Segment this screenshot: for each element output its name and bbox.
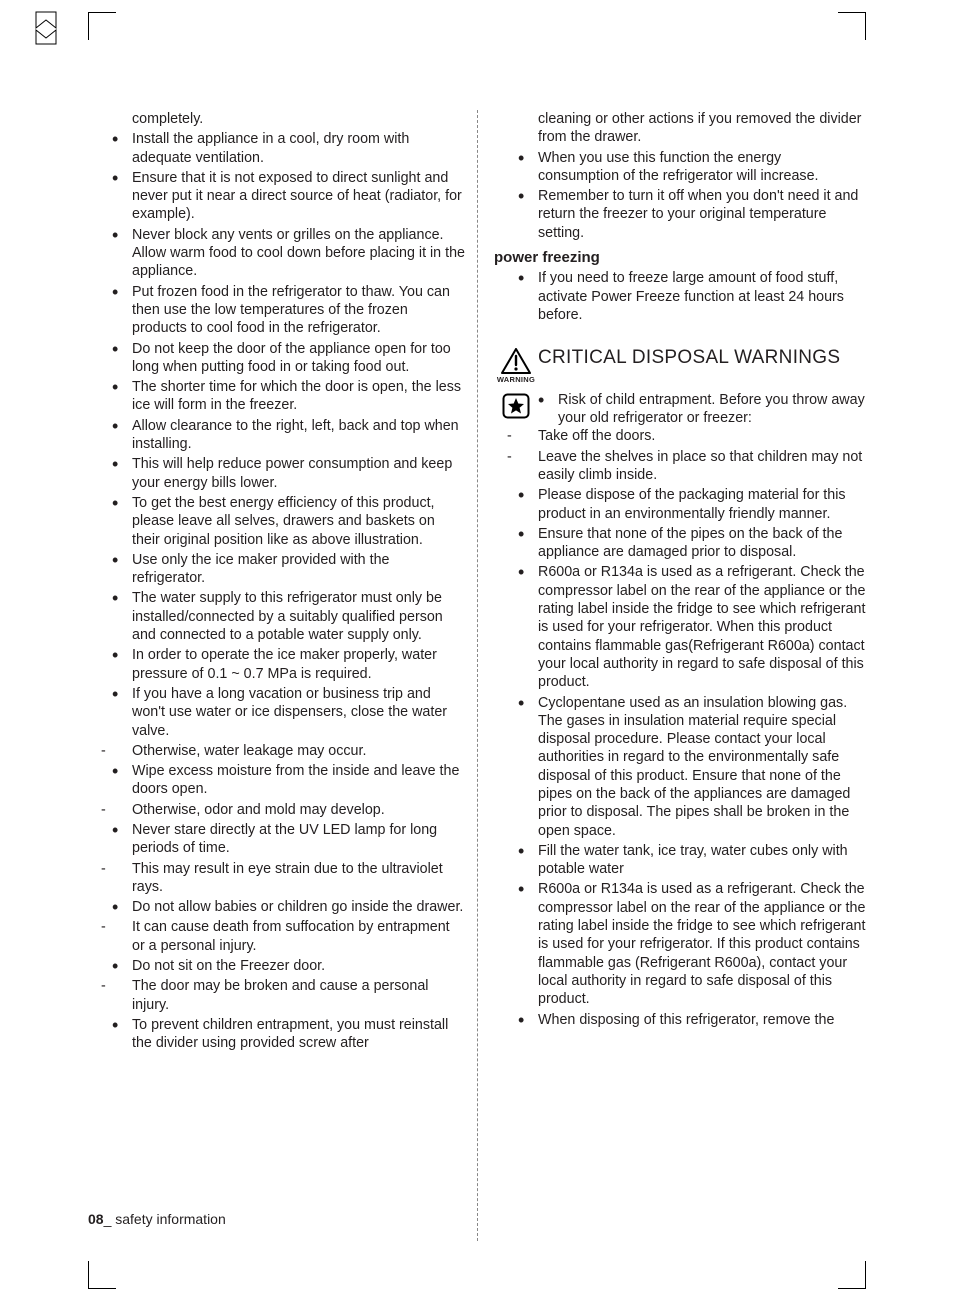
list-item: Fill the water tank, ice tray, water cub…: [494, 842, 866, 879]
list-item: To get the best energy efficiency of thi…: [88, 494, 465, 549]
list-item: This may result in eye strain due to the…: [88, 860, 465, 897]
icon-bullet-row: Risk of child entrapment. Before you thr…: [494, 391, 866, 428]
list-item: Never block any vents or grilles on the …: [88, 226, 465, 281]
page-content: completely. Install the appliance in a c…: [88, 110, 866, 1241]
list-item: Do not keep the door of the appliance op…: [88, 340, 465, 377]
footer-text: _ safety information: [104, 1211, 226, 1227]
list-item: Allow clearance to the right, left, back…: [88, 417, 465, 454]
subheading: power freezing: [494, 248, 866, 267]
bullet-list: Do not sit on the Freezer door.: [88, 957, 465, 975]
list-item: Leave the shelves in place so that child…: [494, 448, 866, 485]
warning-label: WARNING: [494, 375, 538, 385]
list-item: Risk of child entrapment. Before you thr…: [538, 391, 866, 428]
list-item: R600a or R134a is used as a refrigerant.…: [494, 880, 866, 1008]
list-item: R600a or R134a is used as a refrigerant.…: [494, 563, 866, 691]
list-item: Put frozen food in the refrigerator to t…: [88, 283, 465, 338]
list-item: If you have a long vacation or business …: [88, 685, 465, 740]
list-item: The door may be broken and cause a perso…: [88, 977, 465, 1014]
bullet-list: To prevent children entrapment, you must…: [88, 1016, 465, 1053]
bullet-list: When you use this function the energy co…: [494, 149, 866, 242]
bullet-list: If you need to freeze large amount of fo…: [494, 269, 866, 324]
list-item: When you use this function the energy co…: [494, 149, 866, 186]
list-item: Ensure that none of the pipes on the bac…: [494, 525, 866, 562]
list-item: It can cause death from suffocation by e…: [88, 918, 465, 955]
list-item: Wipe excess moisture from the inside and…: [88, 762, 465, 799]
list-item: Install the appliance in a cool, dry roo…: [88, 130, 465, 167]
left-column: completely. Install the appliance in a c…: [88, 110, 477, 1241]
list-item: Do not allow babies or children go insid…: [88, 898, 465, 916]
bullet-list: Wipe excess moisture from the inside and…: [88, 762, 465, 799]
crop-mark-br: [838, 1261, 866, 1289]
list-item: Do not sit on the Freezer door.: [88, 957, 465, 975]
page-footer: 08_ safety information: [88, 1211, 226, 1227]
list-item: The water supply to this refrigerator mu…: [88, 589, 465, 644]
page-number: 08: [88, 1211, 104, 1227]
bullet-list: Install the appliance in a cool, dry roo…: [88, 130, 465, 740]
list-item: The shorter time for which the door is o…: [88, 378, 465, 415]
list-item: Remember to turn it off when you don't n…: [494, 187, 866, 242]
list-item: In order to operate the ice maker proper…: [88, 646, 465, 683]
bullet-list: Do not allow babies or children go insid…: [88, 898, 465, 916]
list-item: Take off the doors.: [494, 427, 866, 445]
dash-list: Otherwise, odor and mold may develop.: [88, 801, 465, 819]
bullet-list: Never stare directly at the UV LED lamp …: [88, 821, 465, 858]
list-item: This will help reduce power consumption …: [88, 455, 465, 492]
warning-icon: WARNING: [494, 348, 538, 385]
dash-list: Otherwise, water leakage may occur.: [88, 742, 465, 760]
list-item: Otherwise, odor and mold may develop.: [88, 801, 465, 819]
registration-mark: [34, 10, 58, 46]
dash-list: The door may be broken and cause a perso…: [88, 977, 465, 1014]
list-item: When disposing of this refrigerator, rem…: [494, 1011, 866, 1029]
list-item: Use only the ice maker provided with the…: [88, 551, 465, 588]
list-item: If you need to freeze large amount of fo…: [494, 269, 866, 324]
section-title: CRITICAL DISPOSAL WARNINGS: [538, 348, 840, 369]
dash-list: Take off the doors. Leave the shelves in …: [494, 427, 866, 484]
star-icon: [502, 393, 530, 419]
section-heading: WARNING CRITICAL DISPOSAL WARNINGS: [494, 348, 866, 385]
body-text: completely.: [88, 110, 465, 128]
list-item: To prevent children entrapment, you must…: [88, 1016, 465, 1053]
list-item: Ensure that it is not exposed to direct …: [88, 169, 465, 224]
dash-list: This may result in eye strain due to the…: [88, 860, 465, 897]
body-text: cleaning or other actions if you removed…: [494, 110, 866, 147]
right-column: cleaning or other actions if you removed…: [477, 110, 866, 1241]
list-item: Never stare directly at the UV LED lamp …: [88, 821, 465, 858]
list-item: Otherwise, water leakage may occur.: [88, 742, 465, 760]
crop-mark-tr: [838, 12, 866, 40]
crop-mark-bl: [88, 1261, 116, 1289]
list-item: Please dispose of the packaging material…: [494, 486, 866, 523]
crop-mark-tl: [88, 12, 116, 40]
list-item: Cyclopentane used as an insulation blowi…: [494, 694, 866, 840]
bullet-list: Please dispose of the packaging material…: [494, 486, 866, 1029]
dash-list: It can cause death from suffocation by e…: [88, 918, 465, 955]
